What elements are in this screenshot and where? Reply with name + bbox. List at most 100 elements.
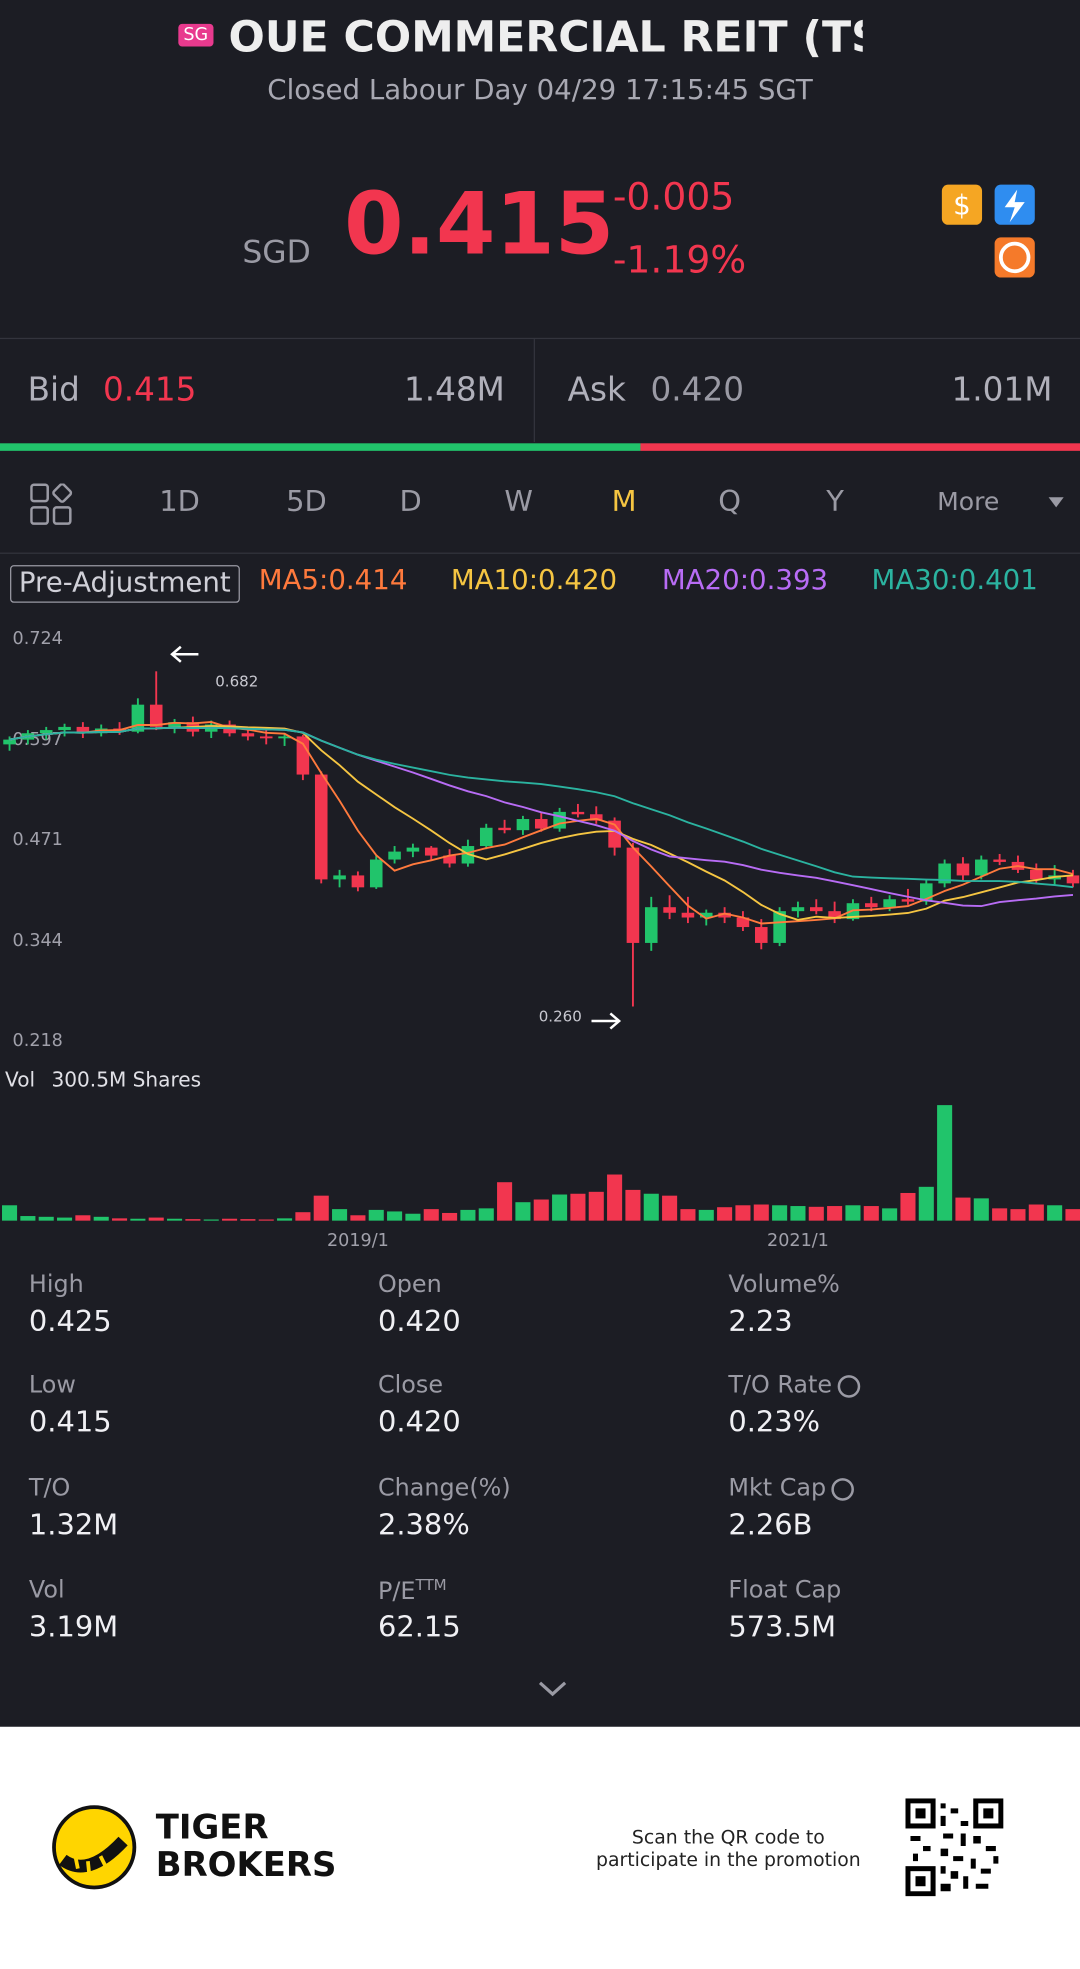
candle-body — [296, 736, 310, 775]
tab[interactable]: More — [937, 486, 1000, 517]
volume-bar — [497, 1182, 513, 1221]
change: -0.005 — [612, 175, 735, 220]
candle-body — [241, 733, 255, 737]
volume-bar — [405, 1213, 421, 1221]
volume-bar — [625, 1189, 641, 1221]
volume-bar — [185, 1219, 201, 1221]
candle-body — [791, 907, 805, 912]
volume-bar — [808, 1206, 824, 1221]
volume-bar — [93, 1216, 109, 1221]
y-tick-label: 0.344 — [13, 931, 63, 951]
bid-size: 1.48M — [403, 371, 505, 410]
svg-text:$: $ — [953, 189, 971, 222]
tab[interactable]: 1D — [159, 486, 200, 519]
volume-bar — [148, 1217, 164, 1221]
candle-body — [1030, 869, 1043, 880]
ma-label: MA20:0.393 — [661, 565, 829, 597]
tiger-logo — [52, 1805, 137, 1890]
volume-bar — [845, 1205, 861, 1221]
y-tick-label: 0.218 — [13, 1031, 63, 1051]
tab[interactable]: W — [504, 486, 533, 519]
candle-body — [773, 911, 786, 943]
badges[interactable]: $ — [939, 182, 1039, 282]
dropdown-arrow[interactable] — [1047, 495, 1065, 510]
stat-value: 3.19M — [28, 1611, 119, 1644]
volume-title: 300.5M Shares — [51, 1067, 201, 1091]
max-arrow — [170, 645, 182, 663]
tab[interactable]: D — [399, 486, 422, 519]
layout-icon[interactable] — [30, 483, 73, 526]
candle-body — [351, 875, 365, 888]
ask-label: Ask — [567, 371, 626, 410]
ma-label: MA30:0.401 — [871, 565, 1038, 597]
volume-bar — [350, 1215, 366, 1221]
candle-body — [699, 912, 713, 918]
stat-label-sup: TTM — [415, 1576, 447, 1594]
candle-body — [810, 907, 823, 912]
volume-bar — [607, 1174, 623, 1221]
tab[interactable]: 5D — [286, 486, 327, 519]
candle-body — [681, 912, 695, 918]
candle-body — [883, 899, 896, 908]
info-icon[interactable] — [837, 1374, 860, 1398]
promo-text: participate in the promotion — [595, 1848, 861, 1872]
candle-body — [168, 722, 181, 727]
stat-value: 2.23 — [728, 1306, 793, 1339]
candle-body — [975, 859, 988, 876]
volume-label: Vol — [5, 1067, 35, 1091]
stat-value: 0.420 — [378, 1406, 461, 1440]
candle-body — [534, 819, 548, 829]
expand-chevron[interactable] — [537, 1679, 567, 1699]
brand-name: BROKERS — [155, 1846, 337, 1885]
ask-size: 1.01M — [951, 371, 1053, 410]
volume-bar — [57, 1217, 73, 1221]
tab[interactable]: M — [611, 486, 637, 519]
divider — [0, 552, 1080, 554]
promo-text: Scan the QR code to — [631, 1825, 825, 1849]
volume-bar — [258, 1219, 274, 1221]
volume-bar — [387, 1211, 403, 1221]
stat-label: P/ETTM — [378, 1576, 447, 1606]
stat-value: 0.425 — [28, 1306, 112, 1339]
candle-body — [443, 855, 456, 864]
ma-label: MA5:0.414 — [258, 565, 408, 597]
candle-body — [718, 912, 731, 918]
adjustment-button[interactable]: Pre-Adjustment — [10, 565, 240, 603]
ma-label: MA10:0.420 — [450, 565, 618, 597]
tab[interactable]: Y — [826, 486, 844, 519]
volume-bar — [992, 1208, 1008, 1221]
stock-title: OUE COMMERCIAL REIT (TS0U — [228, 12, 863, 63]
footer — [0, 1726, 1080, 1969]
volume-bar — [772, 1205, 788, 1221]
volume-bar — [552, 1194, 568, 1221]
volume-bar — [75, 1215, 91, 1221]
stat-label: High — [28, 1270, 84, 1299]
info-icon[interactable] — [831, 1477, 854, 1501]
volume-bar — [680, 1209, 696, 1221]
candle-body — [278, 736, 291, 739]
volume-bar — [442, 1212, 458, 1221]
ma-line — [9, 726, 1074, 889]
volume-bar — [20, 1216, 36, 1221]
volume-bar — [277, 1218, 293, 1221]
x-tick-label: 2019/1 — [327, 1231, 389, 1251]
tab[interactable]: Q — [718, 486, 741, 519]
candle-body — [589, 814, 603, 821]
market-status: Closed Labour Day 04/29 17:15:45 SGT — [267, 75, 813, 107]
candle-body — [956, 863, 970, 876]
volume-bar — [240, 1219, 256, 1221]
volume-bar — [1065, 1209, 1080, 1221]
currency: SGD — [242, 233, 311, 271]
volume-bar — [570, 1193, 586, 1221]
qr-code[interactable] — [905, 1798, 1004, 1897]
volume-bar — [368, 1209, 384, 1221]
volume-bar — [332, 1209, 348, 1221]
candle-body — [424, 847, 438, 856]
candle-body — [479, 827, 493, 847]
max-label: 0.682 — [215, 672, 258, 690]
volume-bar — [38, 1216, 54, 1221]
stat-value: 0.420 — [378, 1306, 461, 1339]
ma-line — [9, 721, 1074, 925]
volume-bar — [973, 1198, 989, 1221]
